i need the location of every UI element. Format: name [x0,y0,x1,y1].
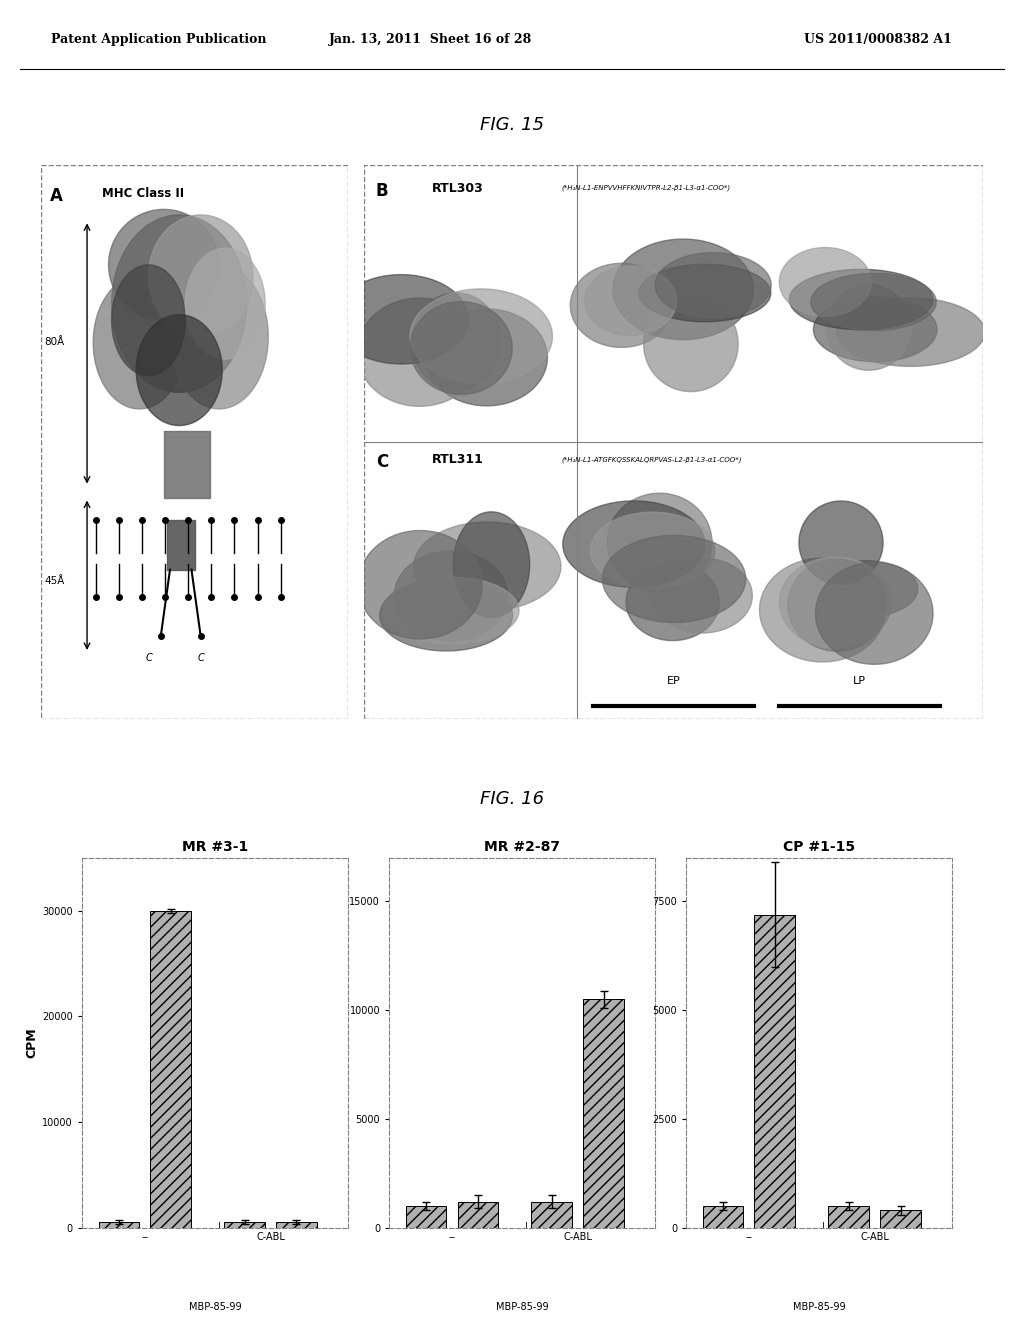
Bar [224,1222,265,1228]
Bar [584,999,624,1228]
Polygon shape [334,275,469,364]
Text: (*H₂N-L1-ATGFKQSSKALQRPVAS-L2-β1-L3-α1-COO*): (*H₂N-L1-ATGFKQSSKALQRPVAS-L2-β1-L3-α1-C… [562,455,742,462]
Polygon shape [383,577,519,644]
Polygon shape [815,561,918,616]
Polygon shape [411,301,512,395]
Polygon shape [93,276,185,409]
Text: C: C [198,653,205,664]
Polygon shape [109,210,219,321]
Polygon shape [454,512,529,618]
Text: B: B [376,182,388,199]
Text: US 2011/0008382 A1: US 2011/0008382 A1 [805,33,952,46]
Polygon shape [410,289,553,384]
Bar [458,1201,499,1228]
Polygon shape [112,215,247,392]
Polygon shape [790,269,933,330]
Polygon shape [414,521,561,611]
Polygon shape [394,550,508,642]
Polygon shape [380,579,513,651]
Polygon shape [815,562,933,664]
Bar [531,1201,572,1228]
Polygon shape [112,265,185,376]
Polygon shape [148,215,253,337]
Polygon shape [612,239,754,339]
Title: CP #1-15: CP #1-15 [783,840,855,854]
Bar [151,911,191,1228]
Text: 45Å: 45Å [44,576,65,586]
Polygon shape [799,502,883,585]
Polygon shape [813,297,937,362]
Bar [828,1206,869,1228]
Text: RTL303: RTL303 [432,182,483,194]
Text: MBP-85-99: MBP-85-99 [496,1302,549,1312]
Text: MBP-85-99: MBP-85-99 [188,1302,242,1312]
Text: C: C [376,453,388,471]
Text: RTL311: RTL311 [432,453,483,466]
Polygon shape [787,558,886,651]
Polygon shape [837,298,985,367]
Polygon shape [412,293,501,391]
Text: A: A [50,187,63,205]
Polygon shape [779,557,891,648]
Polygon shape [826,285,911,371]
Text: Patent Application Publication: Patent Application Publication [51,33,266,46]
Bar [364,165,983,719]
Bar [406,1206,446,1228]
Text: MHC Class II: MHC Class II [102,187,184,201]
Polygon shape [655,252,771,318]
Polygon shape [358,531,482,639]
Polygon shape [811,273,936,330]
Text: 80Å: 80Å [44,338,65,347]
Polygon shape [590,512,715,589]
Title: MR #2-87: MR #2-87 [484,840,560,854]
Text: LP: LP [853,676,865,685]
Bar [881,1210,921,1228]
Polygon shape [170,265,268,409]
Polygon shape [563,500,705,587]
Text: MBP-85-99: MBP-85-99 [793,1302,846,1312]
Polygon shape [760,558,886,661]
Title: MR #3-1: MR #3-1 [182,840,248,854]
Y-axis label: CPM: CPM [25,1027,38,1059]
Text: EP: EP [667,676,680,685]
Polygon shape [585,265,677,335]
Bar [755,915,796,1228]
Bar [702,1206,743,1228]
Text: FIG. 15: FIG. 15 [480,116,544,135]
Polygon shape [639,264,771,322]
Polygon shape [607,494,712,591]
Polygon shape [426,309,548,405]
Text: FIG. 16: FIG. 16 [480,789,544,808]
Polygon shape [644,297,738,392]
Polygon shape [652,558,753,634]
Bar [276,1222,316,1228]
Polygon shape [357,298,482,407]
Bar [41,165,348,719]
Text: (*H₂N-L1-ENPVVHFFKNIVTPR-L2-β1-L3-α1-COO*): (*H₂N-L1-ENPVVHFFKNIVTPR-L2-β1-L3-α1-COO… [562,185,731,191]
Polygon shape [779,248,871,317]
Polygon shape [570,263,673,347]
Text: C: C [145,653,153,664]
Polygon shape [185,248,265,359]
Polygon shape [136,314,222,425]
Bar [98,1222,139,1228]
Polygon shape [602,536,745,623]
Text: Jan. 13, 2011  Sheet 16 of 28: Jan. 13, 2011 Sheet 16 of 28 [329,33,531,46]
Polygon shape [626,564,719,640]
